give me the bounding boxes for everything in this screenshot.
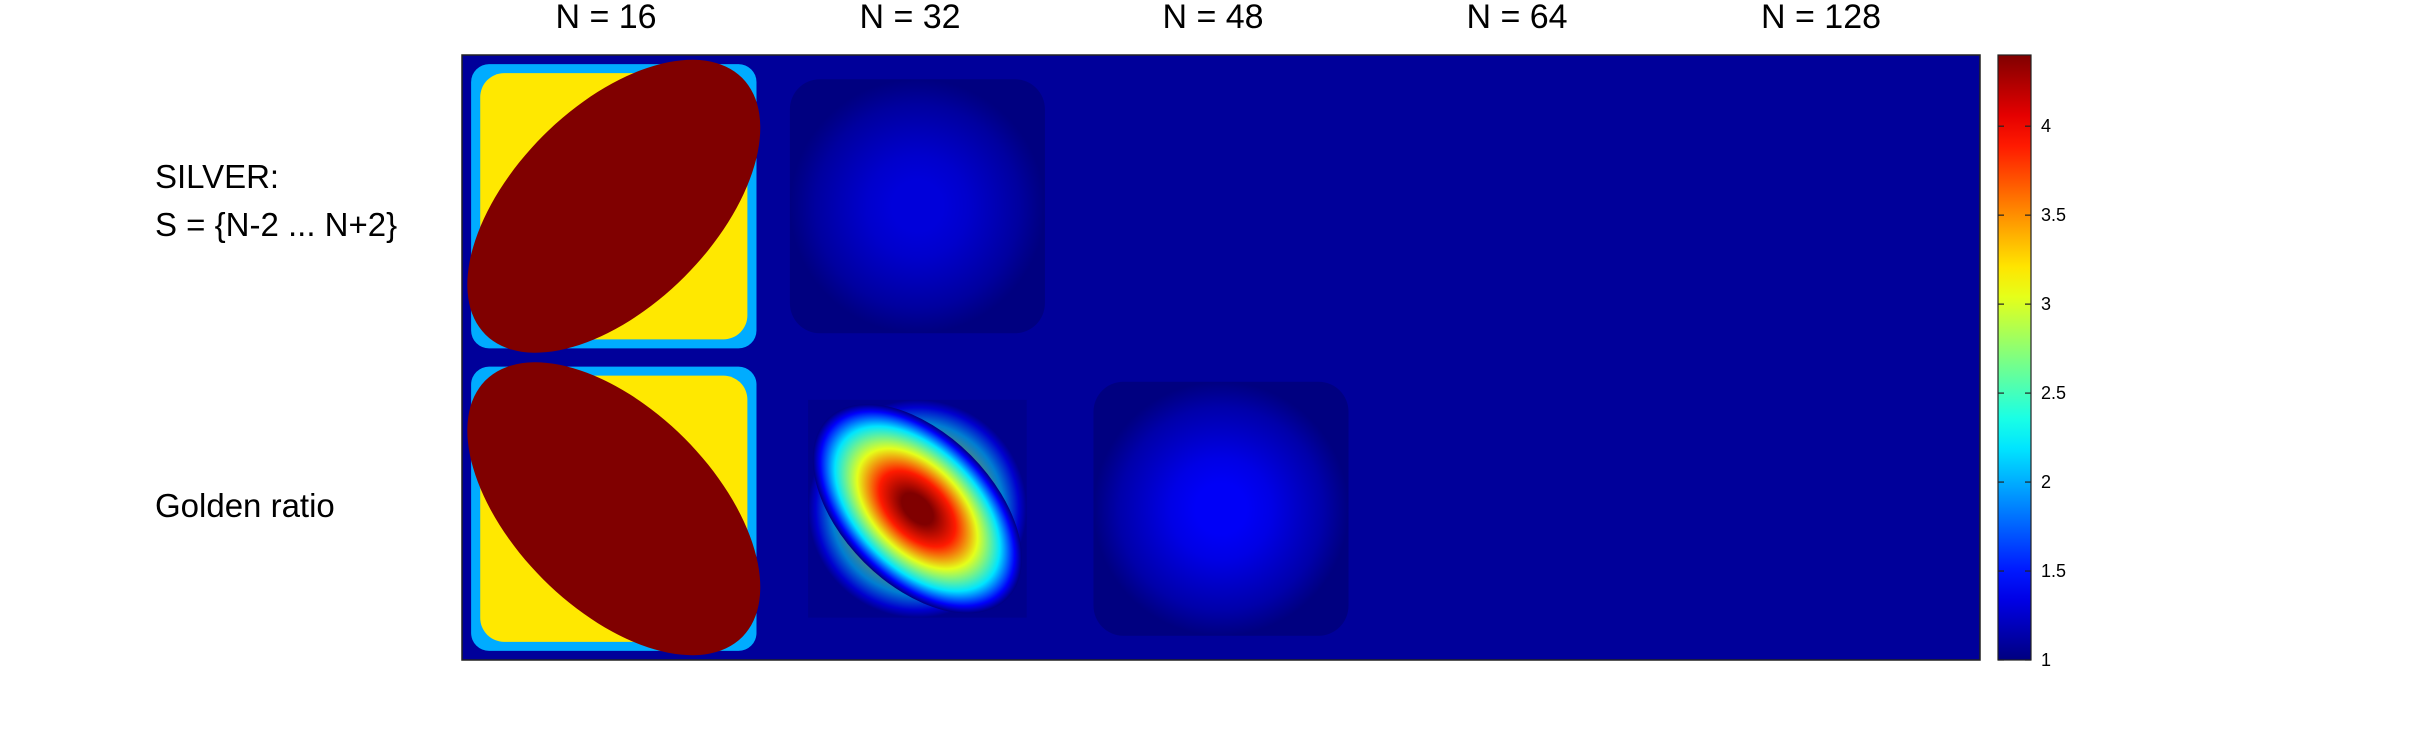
heatmap-core [789, 79, 1045, 334]
heatmap-cell [1093, 381, 1349, 636]
column-label: N = 48 [1162, 0, 1263, 36]
colorbar-ticks: 1 1.5 2 2.5 3 3.5 4 [1998, 116, 2066, 670]
plot-area [461, 54, 1981, 661]
heatmap-cell [789, 79, 1045, 334]
colorbar-gradient [1998, 55, 2031, 660]
heatmap-core [812, 404, 1022, 614]
row-label-line: Golden ratio [155, 487, 335, 524]
column-label: N = 32 [859, 0, 960, 36]
plot-frame [461, 54, 1981, 661]
heatmap-core [467, 362, 761, 656]
colorbar-tick-label: 1.5 [2041, 561, 2066, 581]
colorbar-tick-label: 3.5 [2041, 205, 2066, 225]
heatmap-cell [467, 59, 761, 353]
heatmap-core [467, 59, 761, 353]
row-label-line: SILVER: [155, 158, 279, 195]
colorbar-tick-label: 3 [2041, 294, 2051, 314]
colorbar-frame [1997, 54, 2032, 661]
heatmap-core [1093, 381, 1349, 636]
column-labels: N = 16 N = 32 N = 48 N = 64 N = 128 [555, 0, 1881, 36]
heatmap-panels [467, 59, 1349, 656]
column-label: N = 16 [555, 0, 656, 36]
row-label-line: S = {N-2 ... N+2} [155, 206, 397, 243]
row-labels: SILVER: S = {N-2 ... N+2} Golden ratio [155, 158, 397, 524]
column-label: N = 128 [1761, 0, 1881, 36]
colorbar-tick-label: 2 [2041, 472, 2051, 492]
colorbar-tick-label: 4 [2041, 116, 2051, 136]
column-label: N = 64 [1466, 0, 1567, 36]
colorbar: 1 1.5 2 2.5 3 3.5 4 [1997, 54, 2066, 670]
heatmap-cell [808, 399, 1027, 618]
heatmap-cell [467, 362, 761, 656]
colorbar-tick-label: 2.5 [2041, 383, 2066, 403]
colorbar-tick-label: 1 [2041, 650, 2051, 670]
